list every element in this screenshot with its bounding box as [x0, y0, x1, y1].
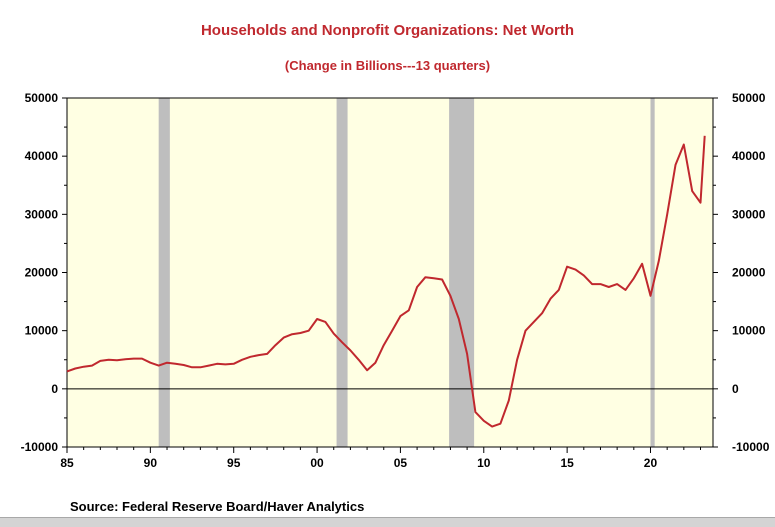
chart-title: Households and Nonprofit Organizations: … [200, 22, 575, 39]
y-tick-label-right: 50000 [732, 91, 766, 105]
recession-band-0 [158, 98, 170, 447]
series-line-0 [66, 135, 706, 428]
y-tick-label-left: 40000 [25, 149, 59, 163]
x-tick-label: 85 [60, 456, 74, 470]
source-note: Source: Federal Reserve Board/Haver Anal… [70, 499, 365, 514]
y-tick-label-right: 20000 [732, 266, 766, 280]
x-tick-label: 10 [477, 456, 491, 470]
y-tick-label-right: 30000 [732, 207, 766, 221]
y-tick-label-left: 20000 [25, 266, 59, 280]
window-bottom-bar [0, 517, 775, 527]
x-tick-label: 20 [644, 456, 658, 470]
x-tick-label: 15 [560, 456, 574, 470]
x-tick-label: 00 [310, 456, 324, 470]
y-tick-label-left: 10000 [25, 324, 59, 338]
y-tick-label-left: 0 [51, 382, 58, 396]
y-tick-label-right: 10000 [732, 324, 766, 338]
y-tick-label-left: 50000 [25, 91, 59, 105]
y-tick-label-right: -10000 [732, 440, 770, 454]
y-tick-label-right: 0 [732, 382, 739, 396]
recession-band-1 [336, 98, 348, 447]
recession-band-3 [650, 98, 655, 447]
y-tick-label-right: 40000 [732, 149, 766, 163]
y-tick-label-left: 30000 [25, 207, 59, 221]
chart-subtitle: (Change in Billions---13 quarters) [284, 58, 491, 73]
x-tick-label: 95 [227, 456, 241, 470]
x-tick-label: 90 [144, 456, 158, 470]
recession-band-2 [449, 98, 475, 447]
y-tick-label-left: -10000 [21, 440, 59, 454]
x-tick-label: 05 [394, 456, 408, 470]
